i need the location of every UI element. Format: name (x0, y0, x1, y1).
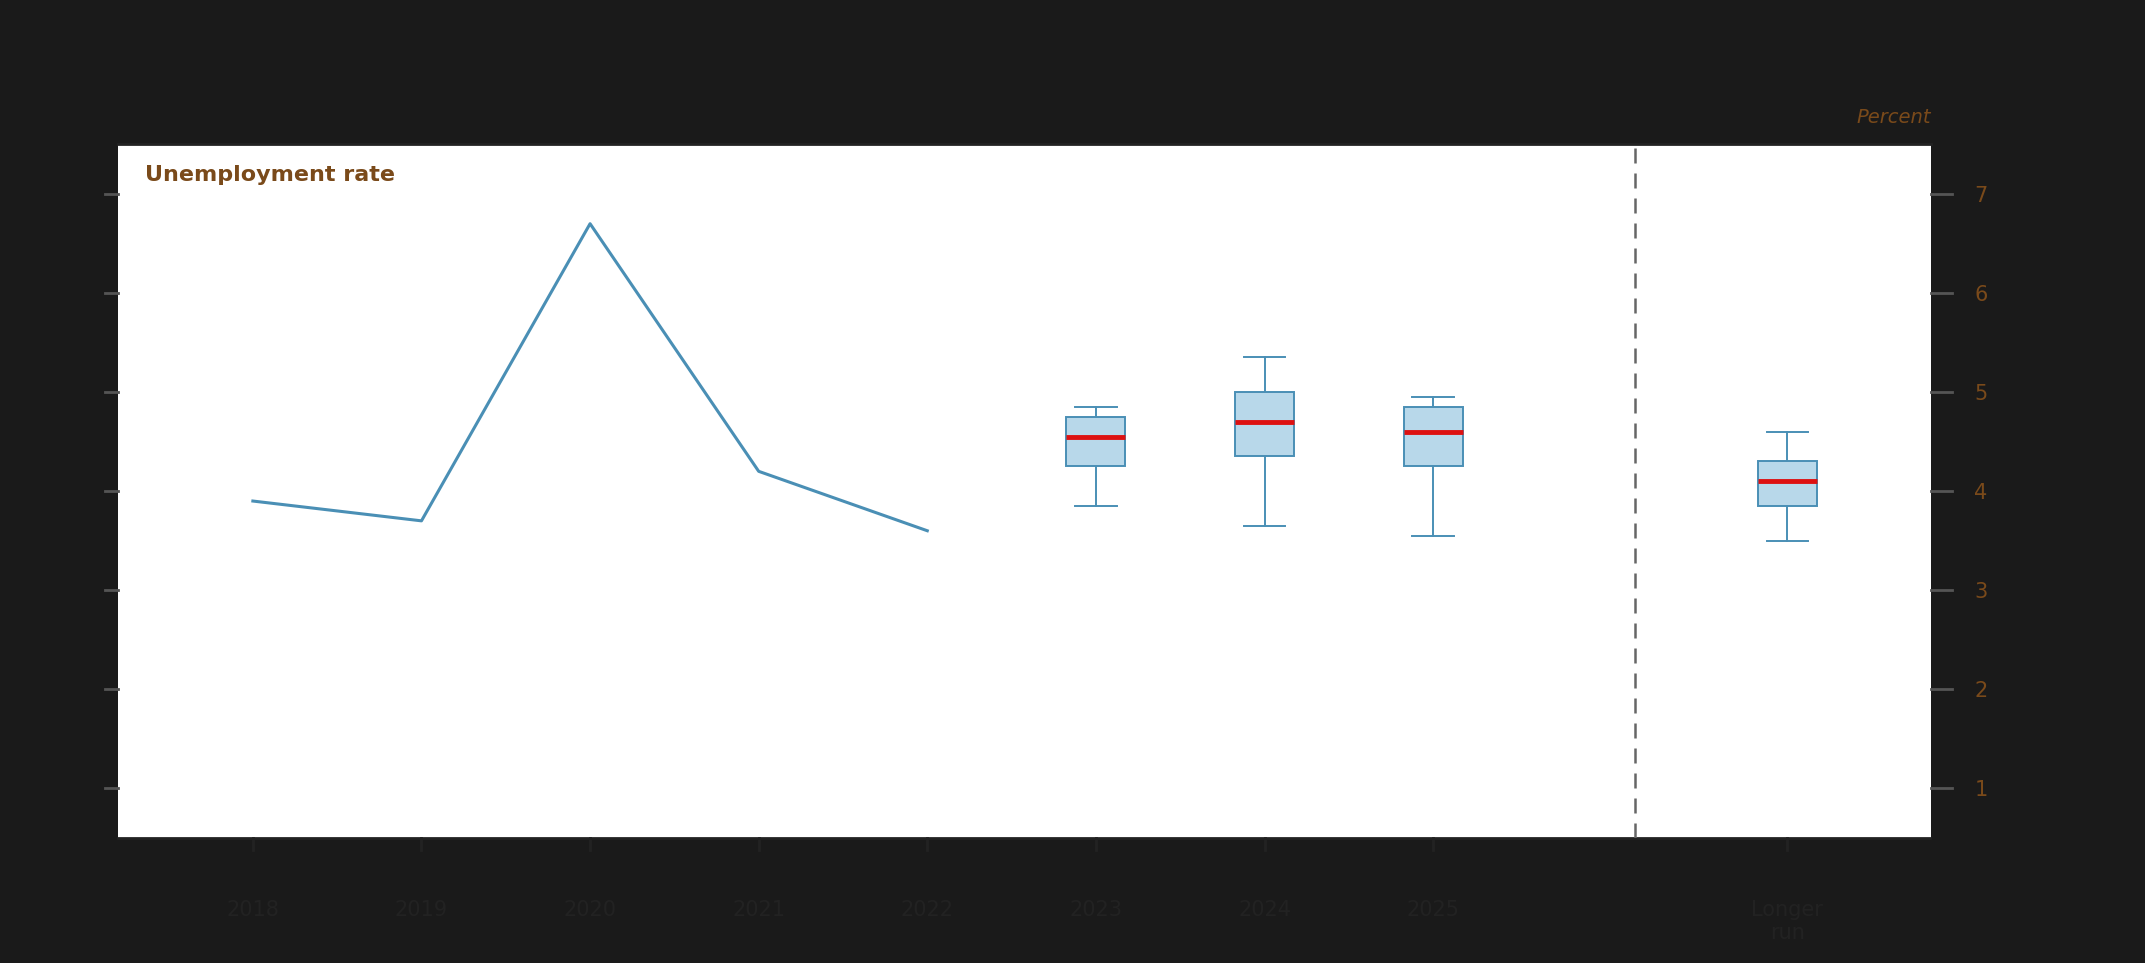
Text: Unemployment rate: Unemployment rate (146, 166, 395, 185)
Bar (1066, 417, 1126, 466)
Text: 2023: 2023 (1070, 900, 1122, 921)
Text: Percent: Percent (1855, 108, 1930, 127)
Text: 2025: 2025 (1407, 900, 1459, 921)
Text: Longer
run: Longer run (1750, 900, 1823, 944)
Bar (1757, 461, 1817, 506)
Text: 2019: 2019 (395, 900, 448, 921)
Text: 2021: 2021 (731, 900, 785, 921)
Bar (1403, 407, 1463, 466)
Text: 2022: 2022 (901, 900, 955, 921)
Text: 2024: 2024 (1238, 900, 1291, 921)
Text: 2018: 2018 (227, 900, 279, 921)
Text: 2020: 2020 (564, 900, 616, 921)
Bar (1236, 392, 1293, 456)
